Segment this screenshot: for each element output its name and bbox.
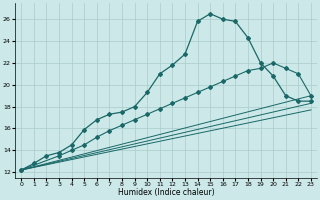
- X-axis label: Humidex (Indice chaleur): Humidex (Indice chaleur): [118, 188, 214, 197]
